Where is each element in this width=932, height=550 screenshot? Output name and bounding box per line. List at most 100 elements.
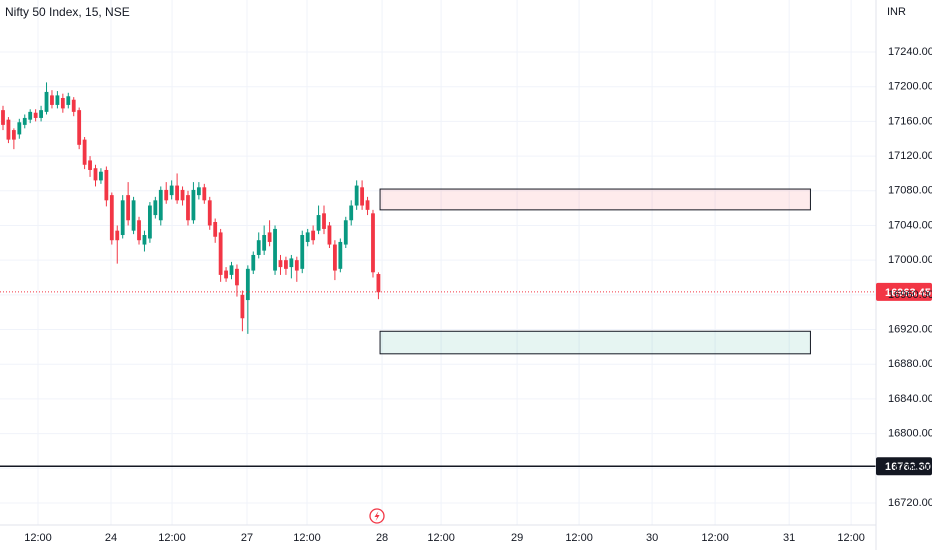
candle-body bbox=[115, 230, 120, 241]
candle-body bbox=[175, 185, 180, 201]
candle-body bbox=[109, 195, 114, 241]
candle-body bbox=[93, 168, 98, 181]
candle-body bbox=[332, 244, 337, 271]
horizontal-line-label: 16762.30 bbox=[885, 461, 931, 473]
candle-body bbox=[343, 220, 348, 245]
candle-body bbox=[22, 117, 27, 125]
y-tick-label: 17000.00 bbox=[888, 254, 932, 266]
candle-body bbox=[191, 189, 196, 221]
candle-body bbox=[338, 241, 343, 269]
x-tick-label: 12:00 bbox=[158, 532, 186, 544]
candle-body bbox=[218, 232, 223, 275]
candle-body bbox=[311, 230, 316, 241]
candle-body bbox=[262, 235, 267, 251]
y-tick-label: 16840.00 bbox=[888, 393, 932, 405]
candle-body bbox=[169, 185, 174, 196]
candle-body bbox=[267, 232, 272, 242]
candle-body bbox=[44, 91, 49, 112]
y-tick-label: 17240.00 bbox=[888, 46, 932, 58]
candle-body bbox=[349, 205, 354, 221]
symbol-title: Nifty 50 Index, 15, NSE bbox=[5, 5, 130, 19]
x-tick-label: 31 bbox=[783, 532, 795, 544]
candle-body bbox=[224, 270, 228, 279]
currency-label: INR bbox=[887, 6, 906, 18]
candle-body bbox=[196, 187, 201, 196]
horizontal-line-label-box bbox=[876, 457, 932, 476]
candle-body bbox=[126, 195, 131, 221]
x-tick-label: 12:00 bbox=[427, 532, 455, 544]
candle-body bbox=[289, 258, 294, 268]
candle-body bbox=[322, 213, 326, 229]
x-tick-label: 12:00 bbox=[24, 532, 52, 544]
candle-body bbox=[284, 260, 288, 269]
candle-body bbox=[273, 228, 277, 271]
y-tick-label: 16880.00 bbox=[888, 358, 932, 370]
y-tick-label: 17080.00 bbox=[888, 185, 932, 197]
candle-body bbox=[77, 110, 82, 145]
candle-body bbox=[180, 189, 185, 201]
x-tick-label: 12:00 bbox=[565, 532, 593, 544]
candle-body bbox=[202, 187, 207, 201]
candle-body bbox=[11, 130, 16, 140]
candle-body bbox=[104, 169, 109, 201]
candle-body bbox=[28, 111, 33, 120]
candle-body bbox=[213, 222, 218, 237]
candle-body bbox=[245, 268, 250, 301]
y-tick-label: 16800.00 bbox=[888, 428, 932, 440]
candle-body bbox=[300, 235, 305, 269]
candle-body bbox=[376, 274, 381, 293]
x-tick-label: 30 bbox=[646, 532, 658, 544]
candle-body bbox=[66, 96, 71, 105]
candle-body bbox=[360, 187, 365, 206]
candle-body bbox=[235, 268, 239, 286]
y-tick-label: 16760.00 bbox=[888, 462, 932, 474]
y-tick-label: 17120.00 bbox=[888, 150, 932, 162]
zone-box bbox=[379, 330, 811, 355]
candle-body bbox=[371, 213, 375, 273]
candle-body bbox=[316, 215, 321, 231]
y-tick-label: 16960.00 bbox=[888, 289, 932, 301]
candle-body bbox=[256, 240, 261, 255]
y-tick-label: 17200.00 bbox=[888, 81, 932, 93]
x-tick-label: 27 bbox=[241, 532, 253, 544]
x-tick-label: 12:00 bbox=[701, 532, 729, 544]
candle-body bbox=[82, 139, 87, 165]
candle-body bbox=[142, 235, 147, 245]
candle-body bbox=[39, 110, 43, 118]
last-price-label: 16963.45 bbox=[885, 287, 931, 299]
candle-body bbox=[327, 225, 332, 245]
candle-body bbox=[137, 220, 141, 241]
candle-body bbox=[147, 205, 152, 239]
candle-body bbox=[71, 99, 76, 112]
candle-body bbox=[1, 110, 5, 125]
y-tick-label: 17040.00 bbox=[888, 219, 932, 231]
candle-body bbox=[60, 97, 65, 109]
candle-body bbox=[278, 260, 283, 268]
event-icon[interactable] bbox=[369, 508, 385, 524]
candle-body bbox=[354, 185, 359, 206]
candle-body bbox=[99, 171, 103, 181]
x-tick-label: 28 bbox=[376, 532, 388, 544]
candle-body bbox=[305, 232, 310, 242]
candle-body bbox=[17, 122, 22, 135]
candle-body bbox=[88, 160, 92, 170]
candle-body bbox=[229, 265, 234, 275]
zone-box bbox=[379, 188, 811, 211]
last-price-label-box bbox=[876, 282, 932, 301]
x-tick-label: 12:00 bbox=[293, 532, 321, 544]
x-tick-label: 24 bbox=[105, 532, 117, 544]
candle-body bbox=[240, 294, 245, 319]
candle-body bbox=[120, 200, 125, 236]
y-tick-label: 16720.00 bbox=[888, 497, 932, 509]
candle-body bbox=[158, 189, 163, 221]
candle-body bbox=[50, 95, 54, 105]
candle-body bbox=[6, 119, 11, 140]
candle-body bbox=[33, 112, 38, 118]
candle-body bbox=[153, 200, 158, 216]
y-tick-label: 17160.00 bbox=[888, 115, 932, 127]
x-tick-label: 29 bbox=[511, 532, 523, 544]
candle-body bbox=[164, 189, 169, 201]
candle-body bbox=[365, 200, 370, 210]
